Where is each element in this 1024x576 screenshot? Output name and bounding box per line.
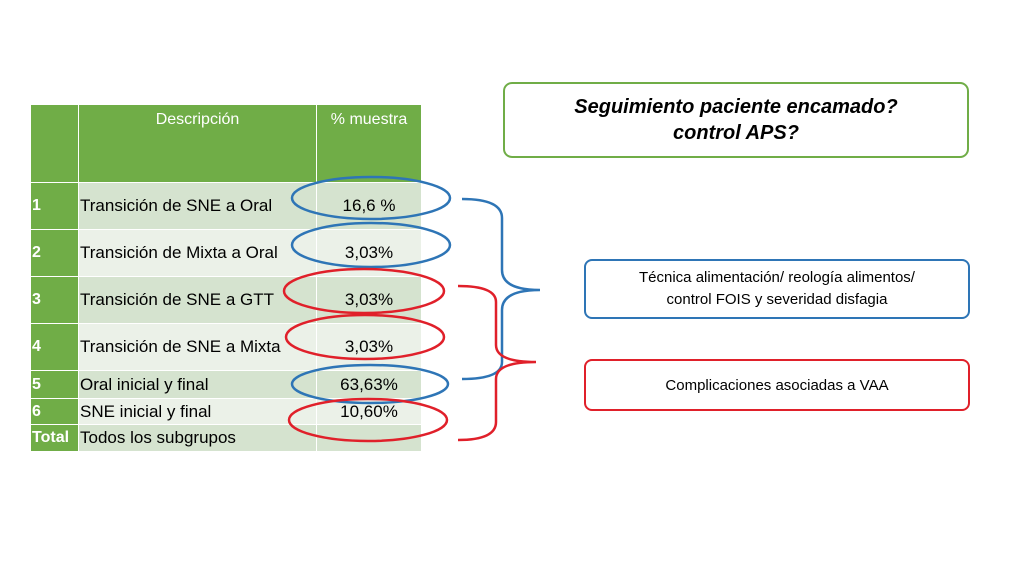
row-number: 3 xyxy=(30,276,79,324)
row-number: 5 xyxy=(30,370,79,399)
table-header-row: Descripción % muestra xyxy=(30,104,422,183)
blue-callout-line-2: control FOIS y severidad disfagia xyxy=(666,291,888,308)
blue-callout-line-1: Técnica alimentación/ reología alimentos… xyxy=(639,269,915,286)
red-brace xyxy=(457,284,537,442)
row-number: 1 xyxy=(30,182,79,230)
header-cell-description: Descripción xyxy=(78,104,317,183)
table-row-total: Total Todos los subgrupos xyxy=(30,424,422,452)
header-cell-num xyxy=(30,104,79,183)
question-line-2: control APS? xyxy=(673,122,799,144)
row-value: 3,03% xyxy=(316,229,422,277)
row-value: 16,6 % xyxy=(316,182,422,230)
table-row: 2 Transición de Mixta a Oral 3,03% xyxy=(30,229,422,277)
blue-callout-box: Técnica alimentación/ reología alimentos… xyxy=(584,259,970,319)
row-description: Transición de SNE a Mixta xyxy=(78,323,317,371)
row-value: 3,03% xyxy=(316,276,422,324)
row-description: Transición de SNE a GTT xyxy=(78,276,317,324)
row-description: Transición de SNE a Oral xyxy=(78,182,317,230)
row-description: Oral inicial y final xyxy=(78,370,317,399)
row-number: 4 xyxy=(30,323,79,371)
table-row: 3 Transición de SNE a GTT 3,03% xyxy=(30,276,422,324)
row-number: Total xyxy=(30,424,79,452)
red-callout-box: Complicaciones asociadas a VAA xyxy=(584,359,970,411)
table-row: 5 Oral inicial y final 63,63% xyxy=(30,370,422,399)
blue-brace xyxy=(461,197,541,381)
header-cell-percent: % muestra xyxy=(316,104,422,183)
row-value: 10,60% xyxy=(316,398,422,425)
row-value: 3,03% xyxy=(316,323,422,371)
row-number: 6 xyxy=(30,398,79,425)
row-value xyxy=(316,424,422,452)
row-description: SNE inicial y final xyxy=(78,398,317,425)
row-description: Transición de Mixta a Oral xyxy=(78,229,317,277)
row-description: Todos los subgrupos xyxy=(78,424,317,452)
table-row: 1 Transición de SNE a Oral 16,6 % xyxy=(30,182,422,230)
row-value: 63,63% xyxy=(316,370,422,399)
data-table: Descripción % muestra 1 Transición de SN… xyxy=(30,104,422,452)
question-line-1: Seguimiento paciente encamado? xyxy=(574,96,898,118)
table-row: 6 SNE inicial y final 10,60% xyxy=(30,398,422,425)
row-number: 2 xyxy=(30,229,79,277)
red-callout-text: Complicaciones asociadas a VAA xyxy=(665,376,889,394)
table-row: 4 Transición de SNE a Mixta 3,03% xyxy=(30,323,422,371)
question-box: Seguimiento paciente encamado? control A… xyxy=(503,82,969,158)
